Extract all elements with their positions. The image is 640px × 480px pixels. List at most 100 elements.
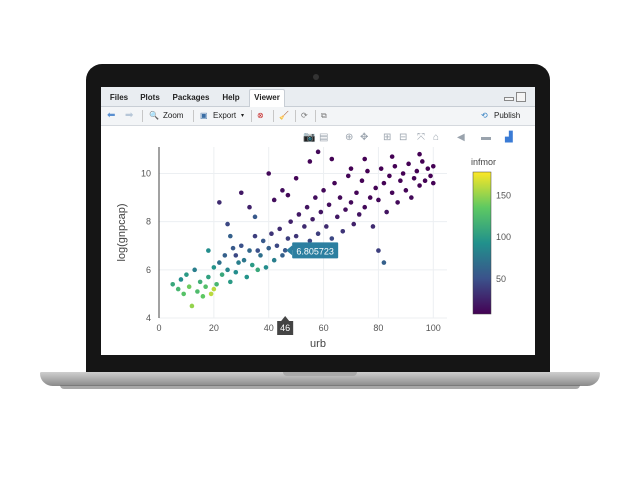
scatter-point <box>214 281 219 287</box>
y-tick-label: 6 <box>146 265 151 275</box>
scatter-point <box>211 286 217 292</box>
scatter-point <box>203 284 208 289</box>
scatter-point <box>260 238 266 244</box>
scatter-point <box>189 303 195 309</box>
scatter-point <box>200 294 206 299</box>
colorbar-tick-label: 50 <box>496 274 506 284</box>
forward-arrow-icon[interactable]: ➡ <box>125 110 134 121</box>
save-icon[interactable]: ▤ <box>319 132 329 143</box>
x-tick-label: 20 <box>209 323 219 333</box>
hover-tooltip: 6.805723 46 <box>277 242 339 335</box>
scatter-point <box>370 224 376 229</box>
scatter-point <box>307 159 313 164</box>
scatter-point <box>233 269 239 275</box>
scatter-point <box>310 216 315 222</box>
tab-files[interactable]: Files <box>109 93 129 102</box>
scatter-point <box>362 156 368 162</box>
scatter-point <box>282 248 288 253</box>
scatter-point <box>225 267 230 273</box>
scatter-point <box>315 149 321 155</box>
remove-viewer-icon[interactable]: ⊗ <box>257 111 264 120</box>
scatter-point <box>263 265 269 270</box>
x-hover-box <box>277 321 294 335</box>
camera-icon[interactable]: 📷 <box>303 132 316 143</box>
y-tick-label: 8 <box>146 217 151 227</box>
scatter-point <box>197 279 203 285</box>
clear-all-broom-icon[interactable]: 🧹 <box>279 111 289 120</box>
toolbar-separator <box>295 110 296 122</box>
colorbar-tick-label: 100 <box>496 232 511 242</box>
scatter-point <box>244 274 250 280</box>
hover-compare-icon[interactable]: ▬ <box>481 132 491 143</box>
scatter-point <box>334 214 340 220</box>
scatter-point <box>228 279 233 285</box>
zoom-out-icon[interactable]: ⊟ <box>399 132 408 143</box>
x-hover-pointer <box>281 316 290 321</box>
scatter-point <box>332 180 337 186</box>
scatter-point <box>343 207 348 212</box>
plotly-logo-icon[interactable]: ▟ <box>505 132 513 143</box>
scatter-point <box>414 168 420 174</box>
laptop-screen: Files Plots Packages Help Viewer ⬅ ➡ 🔍 Z… <box>101 87 535 355</box>
maximize-pane-icon[interactable] <box>516 92 526 102</box>
hover-closest-icon[interactable]: ◀ <box>457 132 465 143</box>
scatter-point <box>411 176 417 181</box>
show-in-window-icon[interactable]: ⧉ <box>321 111 327 120</box>
scatter-point <box>255 248 261 253</box>
back-arrow-icon[interactable]: ⬅ <box>107 110 116 121</box>
tab-plots[interactable]: Plots <box>140 93 160 102</box>
scatter-point <box>252 214 258 220</box>
scatter-point <box>271 197 277 203</box>
scatter-point <box>351 221 357 227</box>
tooltip-value: 6.805723 <box>296 246 334 256</box>
zoom-button[interactable]: Zoom <box>163 111 184 120</box>
scatter-point <box>422 178 428 184</box>
export-menu-button[interactable]: Export <box>213 111 237 120</box>
pane-tab-bar: Files Plots Packages Help Viewer <box>101 87 535 107</box>
zoom-icon[interactable]: ⊕ <box>345 132 354 143</box>
scatter-point <box>249 262 255 268</box>
scatter-point <box>195 289 200 294</box>
publish-button[interactable]: Publish <box>494 111 521 120</box>
scatter-point <box>359 178 365 184</box>
pan-icon[interactable]: ✥ <box>360 132 369 143</box>
scatter-point <box>356 212 362 217</box>
tab-packages[interactable]: Packages <box>172 93 210 102</box>
scatter-point <box>378 166 384 171</box>
publish-icon: ⟲ <box>481 111 488 120</box>
x-tick-label: 40 <box>264 323 274 333</box>
scatter-point <box>337 195 343 200</box>
scatter-point <box>389 154 395 159</box>
scatter-point <box>269 231 274 237</box>
scatter-point <box>280 188 285 193</box>
toolbar-separator <box>251 110 252 122</box>
webcam <box>313 74 319 80</box>
scatter-point <box>208 291 214 297</box>
scatter-point <box>340 228 346 234</box>
scatter-point <box>219 272 225 277</box>
refresh-icon[interactable]: ⟳ <box>301 111 308 120</box>
scatter-point <box>192 267 197 273</box>
scatter-point <box>395 200 400 205</box>
zoom-in-icon[interactable]: ⊞ <box>383 132 392 143</box>
scatter-point <box>362 204 368 210</box>
scatter-point <box>398 178 403 184</box>
scatter-point <box>206 248 211 253</box>
scatter-point <box>266 171 272 176</box>
viewer-toolbar: ⬅ ➡ 🔍 Zoom ▣ Export ▾ ⊗ 🧹 ⟳ ⧉ ⟲ Publish <box>101 107 535 126</box>
scatter-point <box>313 195 318 200</box>
scatter-point <box>238 190 244 196</box>
home-icon[interactable]: ⌂ <box>433 132 440 143</box>
tab-viewer[interactable]: Viewer <box>249 89 285 107</box>
scatter-point <box>420 159 425 164</box>
autoscale-icon[interactable]: ⤧ <box>417 132 425 143</box>
scatter-point <box>409 195 414 200</box>
scatter-point <box>184 272 189 277</box>
y-axis-title: log(gnpcap) <box>116 203 128 261</box>
minimize-pane-icon[interactable] <box>504 97 514 101</box>
colorbar: infmor 50 100 150 <box>471 157 511 315</box>
scatter-point <box>285 236 291 241</box>
tab-help[interactable]: Help <box>222 93 240 102</box>
scatter-point <box>354 190 359 196</box>
scatter-point <box>345 173 351 179</box>
